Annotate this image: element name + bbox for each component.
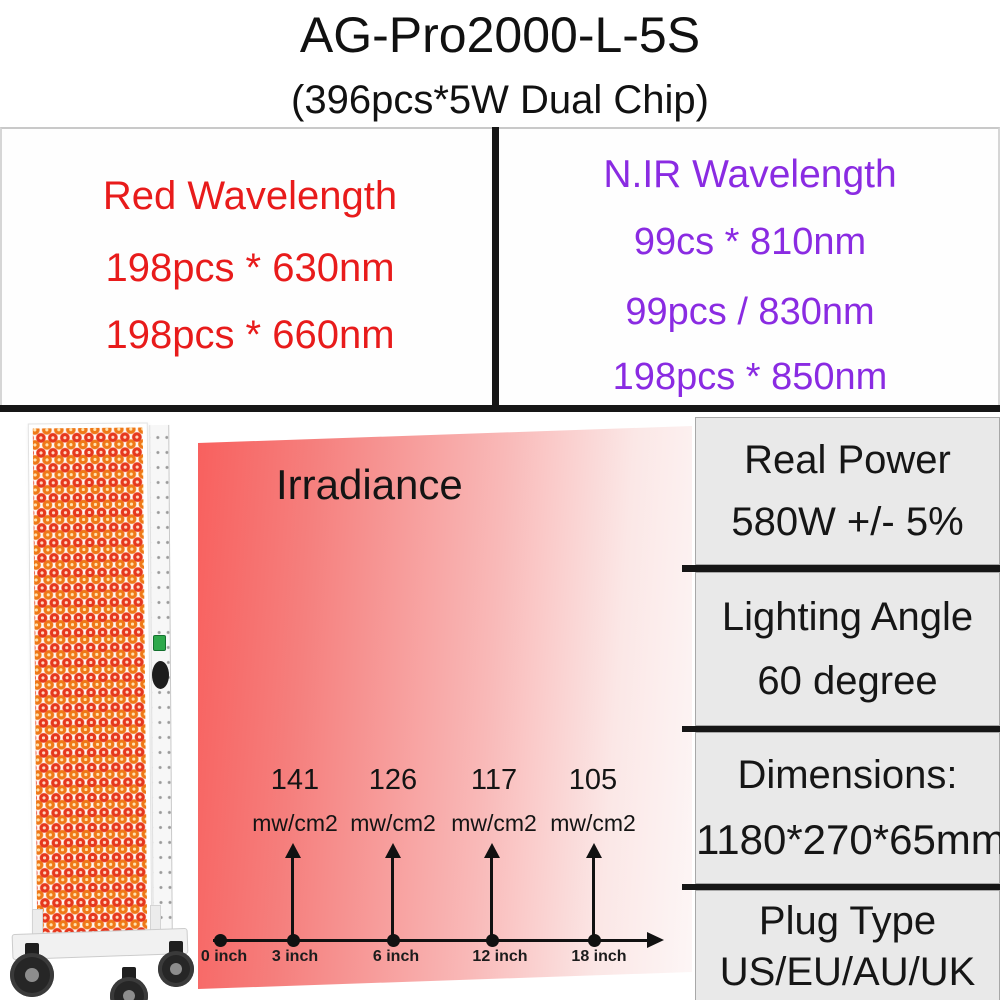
spec-label: Real Power [744,437,951,482]
axis-arrow-icon [647,932,664,948]
up-arrow-icon [385,843,401,858]
irradiance-chart [198,426,692,989]
irradiance-value: 105 [568,764,618,796]
irradiance-annotation: 141 [235,764,355,797]
led-panel-front [27,422,153,938]
red-spec-line: 198pcs * 630nm [105,246,395,290]
irradiance-annotation: 117 [434,764,554,797]
chart-title: Irradiance [276,461,463,508]
spec-divider [682,726,1000,732]
red-spec-line: 198pcs * 660nm [105,313,395,357]
axis-label: 18 inch [571,948,627,965]
nir-spec-line: 198pcs * 850nm [612,356,888,398]
spec-card: Real Power 580W +/- 5% [695,417,1000,565]
irradiance-unit: mw/cm2 [350,810,436,836]
nir-spec-line: 99cs * 810nm [633,221,867,263]
power-switch-icon [153,635,166,651]
axis-dot [588,934,601,947]
spec-value: US/EU/AU/UK [719,950,976,994]
spec-card: Plug Type US/EU/AU/UK [695,890,1000,1000]
page-subtitle: (396pcs*5W Dual Chip) [291,78,709,122]
irradiance-value: 126 [368,764,418,796]
up-arrow-stem [291,856,294,941]
irradiance-value: 141 [270,764,320,796]
irradiance-annotation: 105 [533,764,653,797]
nir-spec-line: 99pcs / 830nm [625,291,875,333]
spec-label: Plug Type [758,899,937,943]
axis-dot [287,934,300,947]
caster-wheel-icon [110,967,148,1000]
axis-label: 6 inch [372,948,420,965]
stand-post [150,905,161,931]
axis-label: 12 inch [472,948,528,965]
up-arrow-icon [586,843,602,858]
spec-divider [682,565,1000,572]
red-wavelength-title: Red Wavelength [102,174,398,218]
spec-divider [682,884,1000,890]
up-arrow-icon [484,843,500,858]
caster-wheel-icon [158,941,194,989]
axis-dot [387,934,400,947]
caster-wheel-icon [10,943,54,1000]
axis-label: 0 inch [200,948,248,965]
power-port-icon [152,661,169,689]
spec-column: Real Power 580W +/- 5% Lighting Angle 60… [682,417,1000,1000]
spec-card: Dimensions: 1180*270*65mm [695,732,1000,884]
up-arrow-icon [285,843,301,858]
led-grid [32,427,148,933]
wavelength-band [0,127,1000,408]
spec-value: 580W +/- 5% [731,500,964,545]
irradiance-annotation: 126 [333,764,453,797]
irradiance-unit: mw/cm2 [550,810,636,836]
page-title: AG-Pro2000-L-5S [299,7,701,63]
irradiance-unit: mw/cm2 [252,810,338,836]
vertical-divider [492,127,499,409]
spec-card: Lighting Angle 60 degree [695,572,1000,726]
axis-dot [486,934,499,947]
up-arrow-stem [391,856,394,941]
spec-label: Dimensions: [737,753,958,798]
up-arrow-stem [592,856,595,941]
section-divider-line [0,405,1000,412]
stand-post [32,909,43,935]
axis-dot [214,934,227,947]
irradiance-value: 117 [470,764,518,796]
nir-wavelength-title: N.IR Wavelength [603,153,897,196]
irradiance-unit: mw/cm2 [451,810,537,836]
up-arrow-stem [490,856,493,941]
spec-label: Lighting Angle [721,594,974,639]
axis-label: 3 inch [271,948,319,965]
spec-value: 1180*270*65mm [696,815,1000,863]
led-panel-image [8,415,200,1000]
spec-value: 60 degree [757,659,938,704]
distance-axis [213,939,649,942]
